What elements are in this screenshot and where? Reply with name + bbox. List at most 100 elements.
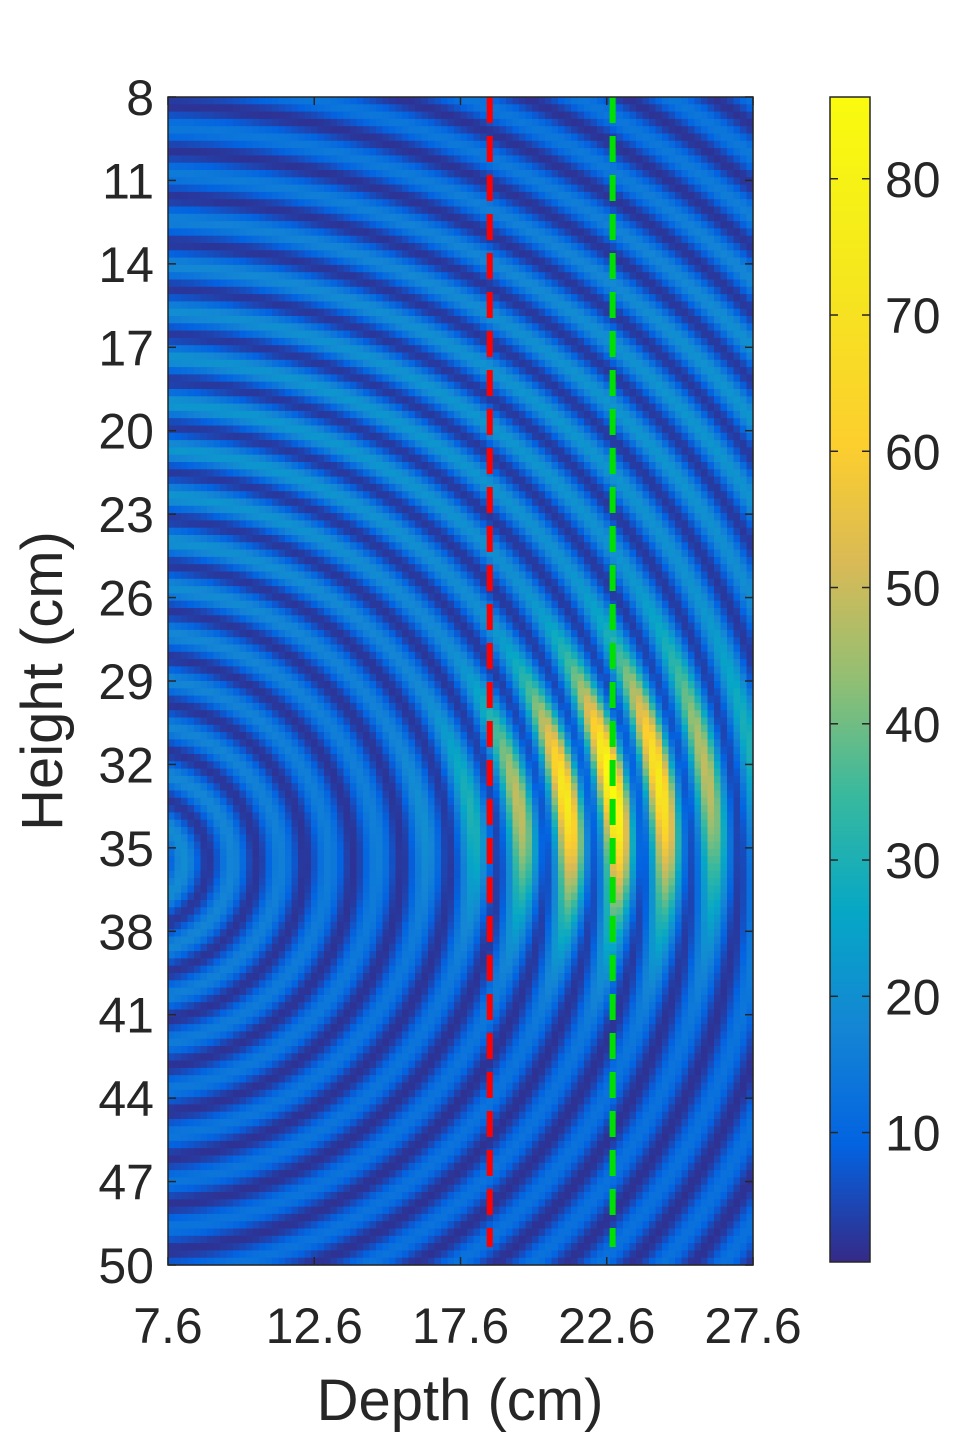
heatmap-cell [324, 432, 332, 441]
heatmap-cell [382, 440, 390, 448]
heatmap-cell [688, 410, 696, 419]
heatmap-cell [564, 483, 572, 492]
heatmap-cell [194, 97, 202, 105]
heatmap-cell [220, 432, 228, 441]
heatmap-cell [727, 250, 735, 259]
heatmap-cell [187, 206, 195, 215]
heatmap-cell [233, 206, 241, 215]
heatmap-cell [538, 148, 546, 156]
heatmap-cell [376, 140, 384, 149]
heatmap-cell [389, 498, 397, 507]
heatmap-cell [395, 462, 403, 470]
heatmap-cell [454, 294, 462, 302]
heatmap-cell [649, 483, 657, 492]
heatmap-cell [675, 140, 683, 149]
heatmap-cell [447, 425, 455, 434]
heatmap-cell [317, 206, 325, 215]
heatmap-cell [473, 184, 481, 193]
heatmap-cell [512, 432, 520, 441]
heatmap-cell [441, 206, 449, 215]
heatmap-cell [278, 228, 286, 237]
heatmap-cell [473, 483, 481, 492]
heatmap-cell [480, 155, 488, 164]
heatmap-cell [395, 447, 403, 456]
heatmap-cell [324, 418, 332, 427]
heatmap-cell [662, 323, 670, 332]
heatmap-cell [668, 301, 676, 310]
heatmap-cell [272, 374, 280, 383]
heatmap-cell [369, 257, 377, 266]
heatmap-cell [603, 389, 611, 397]
heatmap-cell [207, 403, 215, 412]
heatmap-cell [480, 469, 488, 478]
heatmap-cell [291, 389, 299, 397]
heatmap-cell [213, 213, 221, 222]
heatmap-cell [343, 491, 351, 500]
heatmap-cell [610, 396, 618, 405]
heatmap-cell [623, 206, 631, 215]
heatmap-cell [343, 199, 351, 208]
heatmap-cell [402, 367, 410, 375]
heatmap-cell [584, 381, 592, 390]
heatmap-cell [460, 337, 468, 346]
heatmap-cell [558, 221, 566, 229]
heatmap-cell [356, 440, 364, 448]
heatmap-cell [447, 191, 455, 200]
heatmap-cell [272, 432, 280, 441]
heatmap-cell [584, 323, 592, 332]
heatmap-cell [564, 359, 572, 368]
heatmap-cell [402, 140, 410, 149]
heatmap-cell [460, 133, 468, 142]
heatmap-cell [519, 418, 527, 427]
heatmap-cell [714, 286, 722, 295]
heatmap-cell [681, 104, 689, 113]
heatmap-cell [181, 118, 189, 127]
heatmap-cell [317, 381, 325, 390]
heatmap-cell [233, 126, 241, 135]
heatmap-cell [701, 111, 709, 120]
heatmap-cell [194, 396, 202, 405]
heatmap-cell [694, 352, 702, 361]
heatmap-cell [376, 491, 384, 500]
heatmap-cell [168, 491, 176, 500]
heatmap-cell [701, 337, 709, 346]
heatmap-cell [356, 111, 364, 120]
heatmap-cell [311, 118, 319, 127]
heatmap-cell [629, 323, 637, 332]
heatmap-cell [681, 469, 689, 478]
heatmap-cell [330, 301, 338, 310]
heatmap-cell [720, 491, 728, 500]
heatmap-cell [623, 483, 631, 492]
heatmap-cell [220, 140, 228, 149]
heatmap-cell [272, 294, 280, 302]
heatmap-cell [233, 213, 241, 222]
heatmap-cell [499, 250, 507, 259]
heatmap-cell [200, 301, 208, 310]
heatmap-cell [558, 286, 566, 295]
heatmap-cell [603, 235, 611, 244]
heatmap-cell [558, 294, 566, 302]
heatmap-cell [382, 418, 390, 427]
heatmap-cell [239, 148, 247, 156]
heatmap-cell [226, 316, 234, 324]
heatmap-cell [636, 286, 644, 295]
heatmap-cell [558, 199, 566, 208]
heatmap-cell [389, 483, 397, 492]
heatmap-cell [746, 418, 754, 427]
heatmap-cell [252, 221, 260, 229]
heatmap-cell [720, 243, 728, 251]
heatmap-cell [220, 279, 228, 288]
heatmap-cell [603, 286, 611, 295]
heatmap-cell [668, 111, 676, 120]
heatmap-cell [701, 286, 709, 295]
heatmap-cell [239, 440, 247, 448]
heatmap-cell [473, 264, 481, 273]
heatmap-cell [688, 272, 696, 281]
heatmap-cell [467, 148, 475, 156]
heatmap-cell [376, 330, 384, 339]
heatmap-cell [376, 301, 384, 310]
heatmap-cell [746, 184, 754, 193]
heatmap-cell [415, 403, 423, 412]
heatmap-cell [642, 257, 650, 266]
heatmap-cell [473, 454, 481, 463]
